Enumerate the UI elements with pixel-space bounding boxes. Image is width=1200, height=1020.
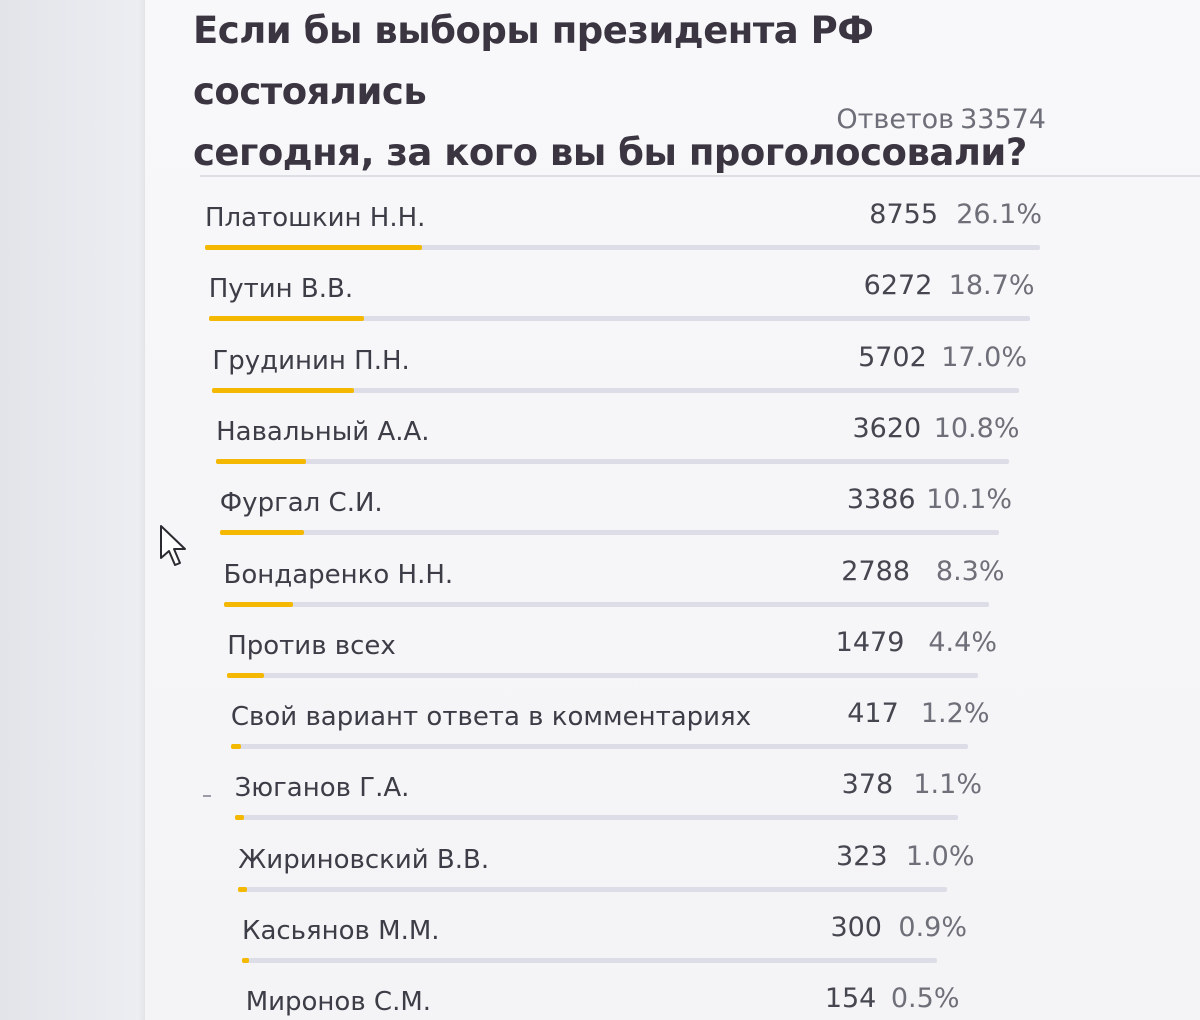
result-row: Против всех 1479 4.4% xyxy=(227,627,1100,701)
result-bar-track xyxy=(238,886,948,892)
result-percent: 26.1% xyxy=(956,199,1042,230)
result-percent: 0.5% xyxy=(890,983,960,1015)
poll-card xyxy=(145,0,1200,1020)
result-name: Свой вариант ответа в комментариях xyxy=(230,702,752,733)
result-bar-track xyxy=(212,387,1020,393)
result-percent: 8.3% xyxy=(935,555,1005,587)
result-bar-track xyxy=(242,958,937,963)
result-row: Грудинин П.Н. 5702 17.0% xyxy=(212,342,1100,416)
result-percent: 4.4% xyxy=(928,626,997,658)
result-bar-track xyxy=(223,601,989,607)
result-count: 5702 xyxy=(858,341,927,373)
result-bar-track xyxy=(216,458,1010,464)
result-name: Зюганов Г.А. xyxy=(234,773,410,804)
result-bar-track xyxy=(219,530,999,536)
poll-title-line-2: сегодня, за кого вы бы проголосовали? xyxy=(193,131,1027,174)
result-count: 417 xyxy=(847,698,899,730)
answers-label: Ответов xyxy=(836,104,955,135)
result-name: Платошкин Н.Н. xyxy=(205,203,426,233)
result-bar-fill xyxy=(216,458,306,464)
result-count: 323 xyxy=(836,840,888,872)
result-count: 3386 xyxy=(846,484,916,516)
result-row: Миронов С.М. 154 0.5% xyxy=(245,983,1100,1020)
result-row: Касьянов М.М. 300 0.9% xyxy=(242,912,1100,986)
result-row: Зюганов Г.А. 378 1.1% xyxy=(234,769,1100,843)
result-name: Бондаренко Н.Н. xyxy=(223,559,454,590)
result-row: Навальный А.А. 3620 10.8% xyxy=(216,413,1100,487)
result-bar-fill xyxy=(212,387,354,393)
result-count: 378 xyxy=(841,769,894,801)
result-bar-fill xyxy=(208,316,365,322)
poll-title: Если бы выборы президента РФ состоялись … xyxy=(193,0,1093,183)
result-name: Жириновский В.В. xyxy=(238,844,490,875)
result-name: Касьянов М.М. xyxy=(242,916,440,946)
result-percent: 1.2% xyxy=(920,698,990,730)
header-divider xyxy=(200,175,1200,177)
result-name: Фургал С.И. xyxy=(219,488,383,519)
result-bar-fill xyxy=(219,530,304,536)
result-bar-track xyxy=(234,815,958,821)
result-bar-fill xyxy=(223,601,293,607)
result-count: 8755 xyxy=(869,199,938,230)
result-bar-fill xyxy=(238,886,247,892)
result-count: 1479 xyxy=(835,626,905,658)
answers-total: Ответов 33574 xyxy=(830,104,1046,135)
result-bar-track xyxy=(227,672,979,678)
result-row: Платошкин Н.Н. 8755 26.1% xyxy=(205,199,1100,273)
result-percent: 10.8% xyxy=(933,412,1020,444)
result-percent: 17.0% xyxy=(941,341,1027,373)
margin-tick xyxy=(203,795,211,797)
result-percent: 1.1% xyxy=(913,769,982,801)
result-bar-fill xyxy=(234,815,244,821)
result-percent: 10.1% xyxy=(926,484,1012,516)
result-percent: 1.0% xyxy=(905,840,975,872)
result-count: 6272 xyxy=(863,270,933,302)
answers-count: 33574 xyxy=(960,104,1046,135)
result-percent: 0.9% xyxy=(898,912,967,943)
poll-title-line-1: Если бы выборы президента РФ состоялись xyxy=(193,9,874,113)
result-row: Бондаренко Н.Н. 2788 8.3% xyxy=(223,556,1101,630)
result-name: Против всех xyxy=(227,630,396,661)
result-name: Путин В.В. xyxy=(208,274,354,305)
result-bar-track xyxy=(205,245,1040,250)
result-bar-track xyxy=(208,316,1030,322)
result-row: Жириновский В.В. 323 1.0% xyxy=(238,841,1100,915)
result-bar-fill xyxy=(205,245,422,250)
result-row: Фургал С.И. 3386 10.1% xyxy=(219,484,1100,558)
mouse-pointer-icon xyxy=(160,525,186,566)
result-percent: 18.7% xyxy=(948,270,1035,302)
result-count: 154 xyxy=(824,983,877,1015)
result-bar-track xyxy=(230,744,968,750)
result-bar-fill xyxy=(230,744,241,750)
result-count: 2788 xyxy=(841,555,910,587)
result-name: Навальный А.А. xyxy=(216,416,430,447)
result-row: Свой вариант ответа в комментариях 417 1.2… xyxy=(230,698,1100,772)
result-count: 300 xyxy=(830,912,882,943)
result-row: Путин В.В. 6272 18.7% xyxy=(208,270,1100,344)
result-bar-fill xyxy=(242,958,250,963)
result-name: Грудинин П.Н. xyxy=(212,345,410,376)
result-count: 3620 xyxy=(852,412,922,444)
result-bar-fill xyxy=(227,672,264,678)
result-name: Миронов С.М. xyxy=(245,987,432,1018)
